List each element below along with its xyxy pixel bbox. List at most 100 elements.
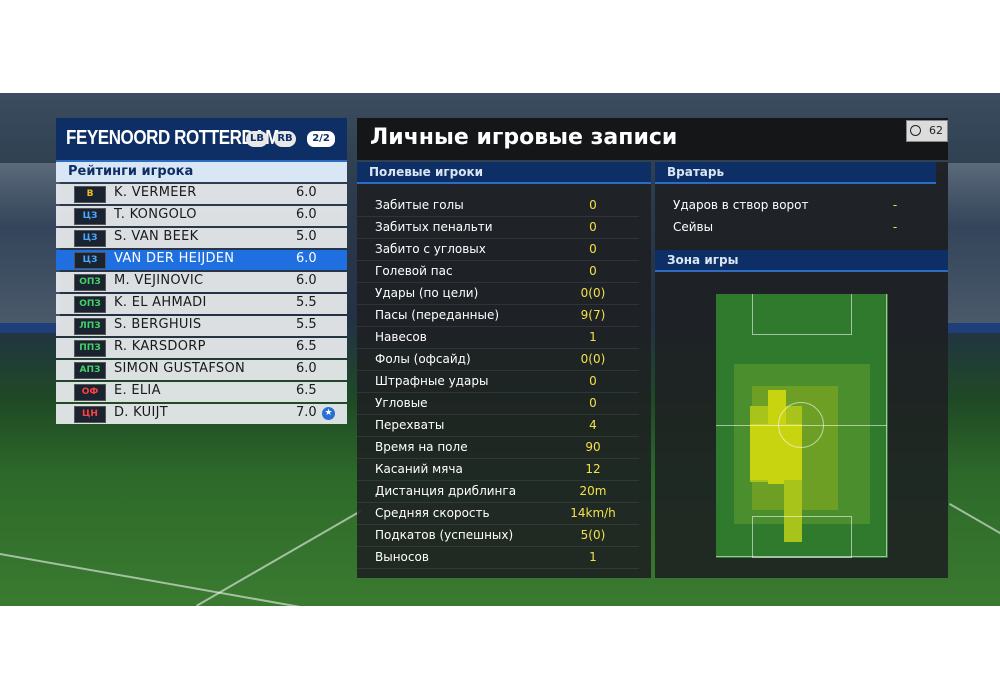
team-header: FEYENOORD ROTTERDAM LB RB 2/2 [56,118,347,160]
stat-value: 0 [589,242,597,256]
player-rating: 6.0 [296,207,317,222]
stat-label: Средняя скорость [375,506,490,520]
player-name: S. VAN BEEK [114,229,199,244]
stat-row: Забито с угловых 0 [357,239,639,261]
stat-value: 0 [589,220,597,234]
records-header: Личные игровые записи 62 [357,118,948,160]
player-row[interactable]: АПЗ SIMON GUSTAFSON 6.0 [56,360,347,380]
player-row[interactable]: ЦЗ S. VAN BEEK 5.0 [56,228,347,248]
stat-row: Штрафные удары 0 [357,371,639,393]
star-icon: ★ [322,407,335,420]
stat-value: 0(0) [580,352,606,366]
player-name: SIMON GUSTAFSON [114,361,246,376]
stat-value: 90 [585,440,601,454]
bottom-penalty-box [752,516,852,558]
player-rating: 5.5 [296,295,317,310]
goalkeeper-stat-row: Ударов в створ ворот - [655,195,937,216]
stat-row: Пасы (переданные) 9(7) [357,305,639,327]
player-name: E. ELIA [114,383,161,398]
position-badge: В [74,186,106,203]
player-rating: 6.5 [296,339,317,354]
player-rating: 5.5 [296,317,317,332]
position-badge: ОПЗ [74,296,106,313]
stat-value: - [892,220,898,234]
stat-row: Выносов 1 [357,547,639,569]
player-name: VAN DER HEIJDEN [114,251,235,266]
player-row[interactable]: ОПЗ M. VEJINOVIC 6.0 [56,272,347,292]
stat-row: Фолы (офсайд) 0(0) [357,349,639,371]
top-penalty-box [752,294,852,335]
stat-row: Забитых пенальти 0 [357,217,639,239]
heatmap-pitch [716,294,888,558]
stat-row: Угловые 0 [357,393,639,415]
ratings-title: Рейтинги игрока [56,160,347,182]
player-name: S. BERGHUIS [114,317,202,332]
page-title: Личные игровые записи [370,125,678,150]
player-rating: 6.0 [296,273,317,288]
player-row[interactable]: В K. VERMEER 6.0 [56,184,347,204]
clock-icon [910,125,921,136]
stat-value: 5(0) [580,528,606,542]
stat-label: Забитые голы [375,198,464,212]
stat-label: Голевой пас [375,264,453,278]
team-name: FEYENOORD ROTTERDAM [66,127,279,149]
stat-value: 20m [579,484,607,498]
player-name: M. VEJINOVIC [114,273,204,288]
player-name: K. EL AHMADI [114,295,207,310]
zone-title: Зона игры [655,250,948,272]
stat-label: Касаний мяча [375,462,463,476]
player-row[interactable]: ЦН D. KUIJT 7.0 ★ [56,404,347,424]
stat-value: - [892,198,898,212]
player-row[interactable]: ЦЗ VAN DER HEIJDEN 6.0 [56,250,347,270]
stat-label: Забитых пенальти [375,220,493,234]
stat-value: 14km/h [570,506,616,520]
player-name: T. KONGOLO [114,207,197,222]
player-row[interactable]: ЛПЗ S. BERGHUIS 5.5 [56,316,347,336]
stat-value: 1 [589,330,597,344]
stat-label: Время на поле [375,440,468,454]
stat-label: Забито с угловых [375,242,486,256]
stat-label: Перехваты [375,418,445,432]
stat-row: Голевой пас 0 [357,261,639,283]
player-rating: 6.5 [296,383,317,398]
stat-value: 0 [589,396,597,410]
rb-button[interactable]: RB [274,131,296,147]
stat-row: Подкатов (успешных) 5(0) [357,525,639,547]
position-badge: ЦЗ [74,252,106,269]
player-row[interactable]: ППЗ R. KARSDORP 6.5 [56,338,347,358]
player-row[interactable]: ОПЗ K. EL AHMADI 5.5 [56,294,347,314]
stat-label: Дистанция дриблинга [375,484,517,498]
player-rating: 6.0 [296,251,317,266]
stat-label: Пасы (переданные) [375,308,500,322]
stat-row: Время на поле 90 [357,437,639,459]
player-row[interactable]: ОФ E. ELIA 6.5 [56,382,347,402]
player-row[interactable]: ЦЗ T. KONGOLO 6.0 [56,206,347,226]
stat-value: 4 [589,418,597,432]
personal-records-panel: Личные игровые записи 62 Полевые игроки … [357,118,948,578]
player-name: R. KARSDORP [114,339,206,354]
position-badge: ЦЗ [74,230,106,247]
stat-row: Средняя скорость 14km/h [357,503,639,525]
stat-label: Угловые [375,396,428,410]
player-rating: 6.0 [296,361,317,376]
player-rating: 5.0 [296,229,317,244]
stat-row: Дистанция дриблинга 20m [357,481,639,503]
stat-value: 0 [589,198,597,212]
stat-value: 0(0) [580,286,606,300]
stat-value: 9(7) [580,308,606,322]
position-badge: ППЗ [74,340,106,357]
position-badge: ЦЗ [74,208,106,225]
goalkeeper-section: Вратарь Ударов в створ ворот - Сейвы - Зона… [655,162,948,578]
center-circle [778,402,824,448]
page-indicator: 2/2 [306,130,336,148]
stat-row: Касаний мяча 12 [357,459,639,481]
player-name: D. KUIJT [114,405,168,420]
stat-label: Ударов в створ ворот [673,198,809,212]
stat-row: Перехваты 4 [357,415,639,437]
stat-label: Фолы (офсайд) [375,352,471,366]
lb-button[interactable]: LB [246,131,268,147]
goalkeeper-stat-row: Сейвы - [655,217,937,238]
stat-label: Удары (по цели) [375,286,479,300]
player-rating: 6.0 [296,185,317,200]
player-ratings-panel: FEYENOORD ROTTERDAM LB RB 2/2 Рейтинги и… [56,118,347,424]
